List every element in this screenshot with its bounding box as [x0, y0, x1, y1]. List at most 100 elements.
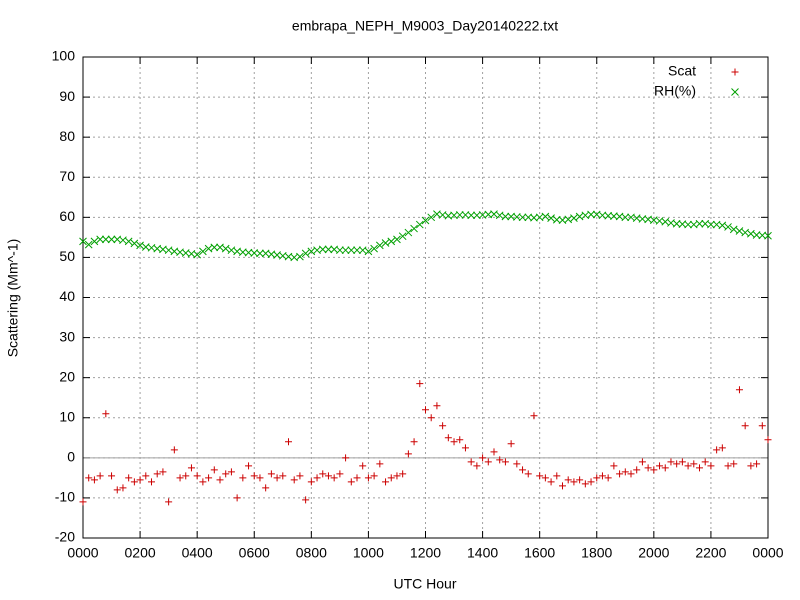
data-point — [479, 454, 487, 462]
data-point — [101, 235, 110, 244]
data-point — [187, 464, 195, 472]
data-point — [541, 474, 549, 482]
data-point — [410, 438, 418, 446]
data-point — [404, 228, 413, 237]
data-point — [153, 470, 161, 478]
data-point — [239, 474, 247, 482]
data-point — [541, 212, 550, 221]
x-tick-label: 0200 — [125, 545, 156, 561]
data-point — [216, 476, 224, 484]
x-axis-label: UTC Hour — [393, 576, 456, 592]
data-point — [547, 478, 555, 486]
data-point — [233, 494, 241, 502]
data-point — [576, 476, 584, 484]
x-tick-label: 0400 — [182, 545, 213, 561]
y-tick-label: -10 — [55, 489, 75, 505]
data-point — [285, 438, 292, 446]
data-point — [210, 466, 218, 474]
data-point — [593, 474, 601, 482]
data-point — [570, 478, 578, 486]
data-point — [136, 241, 144, 250]
data-point — [656, 462, 664, 470]
data-point — [416, 380, 424, 388]
data-point — [90, 476, 98, 484]
data-point — [667, 458, 675, 466]
y-tick-label: 40 — [59, 288, 75, 304]
data-point — [85, 474, 93, 482]
y-tick-label: 80 — [59, 128, 75, 144]
data-point — [84, 240, 93, 249]
data-point — [467, 458, 475, 466]
data-point — [199, 478, 207, 486]
data-point — [735, 227, 744, 235]
data-point — [296, 472, 304, 480]
data-point — [570, 214, 578, 222]
data-point — [376, 460, 384, 468]
y-tick-label: 50 — [59, 248, 75, 264]
data-point — [439, 422, 447, 430]
data-point — [410, 224, 418, 233]
data-point — [381, 239, 390, 247]
data-point — [764, 436, 772, 444]
data-point — [501, 458, 509, 466]
data-point — [764, 231, 772, 240]
data-point — [353, 474, 361, 482]
data-point — [313, 474, 321, 482]
data-point — [96, 235, 104, 244]
data-point — [324, 245, 333, 254]
data-point — [421, 216, 430, 225]
y-tick-label: 70 — [59, 168, 75, 184]
data-point — [359, 462, 367, 470]
data-point — [404, 450, 412, 458]
data-point — [210, 243, 219, 252]
data-point — [713, 446, 721, 454]
data-point — [735, 386, 743, 394]
data-point — [718, 221, 727, 230]
data-point — [279, 472, 287, 480]
data-point — [638, 458, 646, 466]
data-point — [290, 476, 298, 484]
data-point — [262, 484, 270, 492]
data-point — [473, 462, 481, 470]
x-tick-label: 1400 — [467, 545, 498, 561]
data-point — [256, 474, 264, 482]
data-point — [267, 470, 275, 478]
y-tick-label: 30 — [59, 328, 75, 344]
data-point — [387, 474, 395, 482]
data-point — [375, 241, 384, 250]
y-axis-label: Scattering (Mm^-1) — [5, 239, 21, 358]
data-point — [598, 472, 606, 480]
data-point — [433, 402, 441, 410]
legend-label: RH(%) — [654, 83, 696, 99]
data-point — [222, 470, 230, 478]
data-point — [422, 406, 429, 414]
data-point — [455, 211, 464, 219]
data-point — [467, 211, 476, 220]
data-point — [553, 472, 561, 480]
data-point — [513, 460, 521, 468]
y-tick-label: 10 — [59, 408, 75, 424]
data-point — [130, 478, 138, 486]
data-point — [347, 478, 355, 486]
data-point — [518, 213, 527, 222]
data-point — [319, 470, 327, 478]
data-point — [182, 472, 190, 480]
data-point — [393, 235, 401, 244]
data-point — [741, 422, 749, 430]
data-point — [678, 458, 686, 466]
data-point — [318, 245, 327, 254]
data-point — [227, 468, 235, 476]
data-point — [730, 460, 738, 468]
x-tick-label: 2200 — [695, 545, 726, 561]
data-point — [170, 446, 178, 454]
y-tick-label: 0 — [67, 449, 75, 465]
data-point — [205, 474, 213, 482]
data-point — [370, 244, 378, 253]
data-point — [684, 220, 692, 229]
data-point — [747, 462, 755, 470]
data-point — [559, 482, 566, 490]
x-tick-label: 1200 — [410, 545, 441, 561]
plot-border — [82, 56, 769, 539]
data-point — [690, 460, 698, 468]
data-point — [353, 246, 361, 255]
